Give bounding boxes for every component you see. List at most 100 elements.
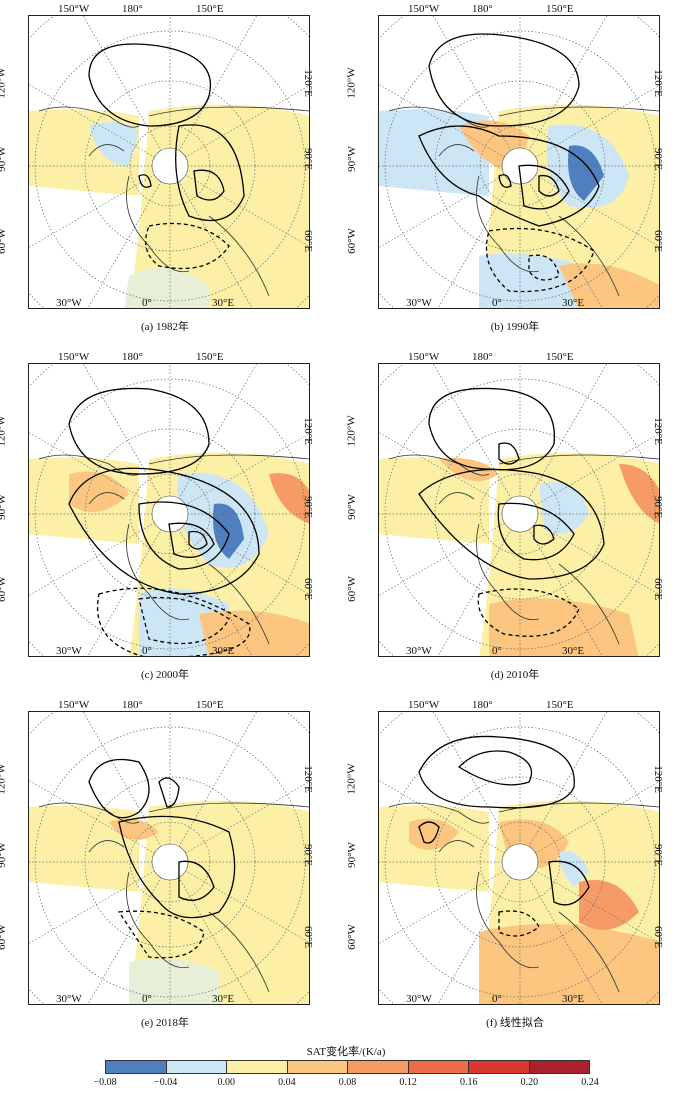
meridian-line bbox=[437, 165, 521, 308]
graticule-label: 120°W bbox=[0, 763, 8, 795]
colorbar-tick-label: 0.04 bbox=[278, 1077, 296, 1088]
meridian-line bbox=[519, 433, 659, 515]
sat-shading-region bbox=[89, 122, 139, 166]
graticule-label: 150°W bbox=[58, 699, 90, 711]
sat-shading-region bbox=[559, 263, 659, 308]
graticule-label: 60°E bbox=[652, 925, 665, 949]
positive-contour-line bbox=[497, 502, 575, 561]
meridian-line bbox=[169, 513, 253, 656]
meridian-line bbox=[432, 16, 521, 167]
meridian-line bbox=[379, 84, 521, 167]
graticule-label: 120°W bbox=[0, 415, 8, 447]
graticule-label: 60°E bbox=[302, 925, 315, 949]
meridian-line bbox=[519, 16, 608, 167]
coastline bbox=[208, 563, 270, 645]
graticule-label: 30°E bbox=[212, 645, 235, 657]
negative-contour-line bbox=[138, 596, 230, 645]
panel-caption: (f) 线性拟合 bbox=[486, 1017, 544, 1029]
colorbar-title: SAT变化率/(K/a) bbox=[306, 1046, 386, 1058]
graticule-label: 150°W bbox=[58, 351, 90, 363]
map-frame bbox=[28, 15, 310, 309]
sat-shading-region bbox=[69, 471, 129, 512]
coastline bbox=[208, 911, 270, 993]
positive-contour-line bbox=[175, 124, 245, 222]
map-panel: 150°W 180° 150°E 120°W 90°W 60°W 120°E 90°E 60°E… bbox=[346, 0, 680, 348]
latitude-circle bbox=[34, 726, 306, 998]
meridian-line bbox=[169, 16, 258, 167]
graticule-label: 60°W bbox=[0, 924, 8, 950]
meridian-line bbox=[519, 165, 603, 308]
map-svg bbox=[379, 364, 659, 656]
colorbar bbox=[105, 1060, 590, 1074]
pole-region bbox=[151, 147, 189, 185]
latitude-circle bbox=[384, 726, 656, 998]
meridian-line bbox=[82, 364, 171, 515]
graticule-label: 90°W bbox=[345, 842, 358, 868]
graticule-label: 120°E bbox=[301, 417, 314, 445]
meridian-line bbox=[379, 861, 521, 944]
colorbar-segment bbox=[106, 1061, 167, 1073]
graticule-label: 30°E bbox=[212, 297, 235, 309]
positive-contour-line bbox=[158, 777, 180, 808]
graticule-label: 150°E bbox=[546, 3, 574, 15]
coastline bbox=[558, 215, 620, 297]
graticule-label: 90°E bbox=[302, 147, 315, 171]
graticule-label: 60°W bbox=[0, 228, 8, 254]
sat-shading-region bbox=[479, 924, 659, 1004]
coastline bbox=[88, 144, 125, 157]
graticule-label: 120°E bbox=[301, 765, 314, 793]
graticule-label: 0° bbox=[492, 645, 502, 657]
positive-contour-line bbox=[518, 164, 570, 210]
graticule-label: 30°E bbox=[562, 645, 585, 657]
graticule-label: 30°W bbox=[56, 645, 82, 657]
positive-contour-line bbox=[418, 125, 600, 227]
colorbar-tick-label: −0.04 bbox=[154, 1077, 178, 1088]
meridian-line bbox=[379, 165, 521, 248]
graticule-label: 150°E bbox=[196, 351, 224, 363]
map-panel: 150°W 180° 150°E 120°W 90°W 60°W 120°E 90°E 60°E… bbox=[0, 696, 330, 1044]
positive-contour-line bbox=[178, 860, 215, 901]
graticule-label: 90°E bbox=[652, 495, 665, 519]
coastline bbox=[388, 802, 490, 824]
colorbar-segment bbox=[348, 1061, 409, 1073]
coastline bbox=[88, 492, 125, 505]
positive-contour-line bbox=[418, 468, 605, 580]
colorbar-segment bbox=[408, 1061, 469, 1073]
graticule-label: 120°W bbox=[345, 763, 358, 795]
graticule-label: 30°W bbox=[406, 645, 432, 657]
meridian-line bbox=[432, 712, 521, 863]
positive-contour-line bbox=[193, 169, 225, 201]
map-svg bbox=[29, 712, 309, 1004]
graticule-label: 30°W bbox=[406, 297, 432, 309]
graticule-label: 0° bbox=[492, 297, 502, 309]
graticule-label: 90°W bbox=[345, 146, 358, 172]
graticule-label: 60°E bbox=[302, 577, 315, 601]
colorbar-tick-label: 0.12 bbox=[399, 1077, 417, 1088]
positive-contour-line bbox=[88, 758, 150, 819]
coastline bbox=[38, 454, 140, 476]
graticule-label: 90°W bbox=[0, 842, 8, 868]
graticule-label: 60°W bbox=[345, 576, 358, 602]
colorbar-tick-label: 0.16 bbox=[460, 1077, 478, 1088]
coastline bbox=[126, 871, 190, 969]
sat-shading-region bbox=[409, 818, 459, 850]
meridian-line bbox=[379, 780, 521, 863]
graticule-label: 180° bbox=[472, 351, 493, 363]
positive-contour-line bbox=[68, 387, 210, 475]
colorbar-segment bbox=[529, 1061, 589, 1073]
negative-contour-line bbox=[477, 588, 580, 637]
meridian-line bbox=[169, 712, 258, 863]
sat-shading-region bbox=[379, 457, 489, 544]
positive-contour-line bbox=[457, 750, 533, 786]
map-frame bbox=[28, 711, 310, 1005]
negative-contour-line bbox=[498, 910, 540, 937]
coastline bbox=[498, 802, 659, 813]
meridian-line bbox=[29, 780, 171, 863]
panel-caption: (c) 2000年 bbox=[141, 669, 189, 681]
meridian-line bbox=[169, 781, 309, 863]
coastline bbox=[558, 563, 620, 645]
coastline bbox=[476, 175, 540, 273]
meridian-line bbox=[519, 861, 603, 1004]
sat-shading-region bbox=[559, 851, 589, 887]
meridian-line bbox=[169, 433, 309, 515]
